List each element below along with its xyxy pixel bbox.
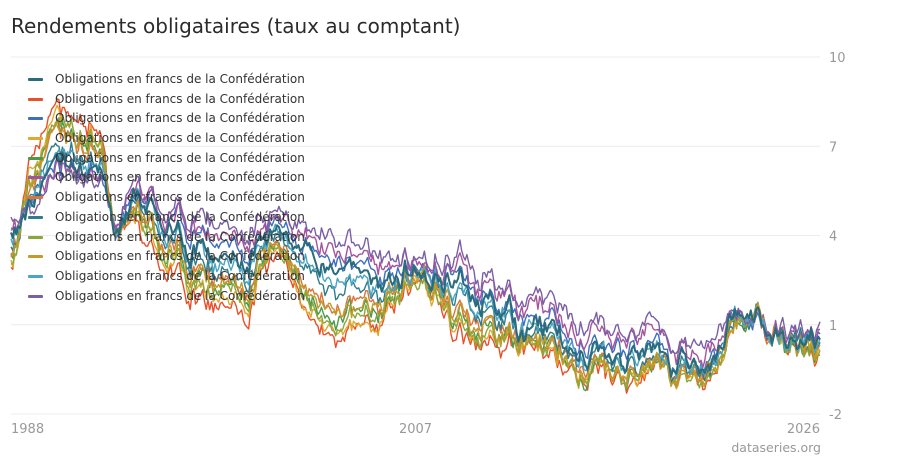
legend-swatch: [28, 137, 43, 141]
legend-swatch: [28, 176, 43, 180]
legend-label: Obligations en francs de la Confédératio…: [55, 111, 305, 126]
legend-swatch: [28, 215, 43, 219]
series-line: [10, 151, 821, 378]
legend-label: Obligations en francs de la Confédératio…: [55, 229, 305, 244]
x-axis-tick-labels: 1988 2007 2026: [11, 422, 820, 437]
legend-label: Obligations en francs de la Confédératio…: [55, 131, 305, 146]
legend-swatch: [28, 156, 43, 160]
y-axis-tick-labels: 10 7 4 1 -2: [829, 51, 846, 423]
legend-swatch: [28, 294, 43, 298]
y-tick-label: 4: [829, 230, 837, 245]
legend-label: Obligations en francs de la Confédératio…: [55, 249, 305, 264]
source-credit: dataseries.org: [731, 440, 821, 455]
legend-swatch: [28, 117, 43, 121]
legend-swatch: [28, 255, 43, 259]
x-tick-label: 2007: [399, 422, 432, 437]
legend-label: Obligations en francs de la Confédératio…: [55, 209, 305, 224]
legend-swatch: [28, 196, 43, 200]
y-tick-label: 1: [829, 319, 837, 334]
y-tick-label: -2: [829, 408, 842, 423]
legend-label: Obligations en francs de la Confédératio…: [55, 72, 305, 86]
legend-label: Obligations en francs de la Confédératio…: [55, 268, 305, 283]
series-line: [10, 121, 821, 388]
x-tick-label: 2026: [787, 422, 820, 437]
chart-series-lines: [10, 98, 821, 394]
legend-label: Obligations en francs de la Confédératio…: [55, 288, 305, 303]
legend-swatch: [28, 235, 43, 239]
legend-label: Obligations en francs de la Confédératio…: [55, 150, 305, 165]
legend-label: Obligations en francs de la Confédératio…: [55, 190, 305, 205]
y-tick-label: 10: [829, 51, 846, 66]
y-tick-label: 7: [829, 140, 837, 155]
legend-swatch: [28, 97, 43, 101]
legend-swatch: [28, 274, 43, 278]
x-tick-label: 1988: [11, 422, 44, 437]
series-line: [10, 169, 821, 355]
legend-label: Obligations en francs de la Confédératio…: [55, 170, 305, 185]
legend-label: Obligations en francs de la Confédératio…: [55, 91, 305, 106]
chart-title: Rendements obligataires (taux au comptan…: [11, 14, 461, 38]
legend-swatch: [28, 78, 43, 81]
